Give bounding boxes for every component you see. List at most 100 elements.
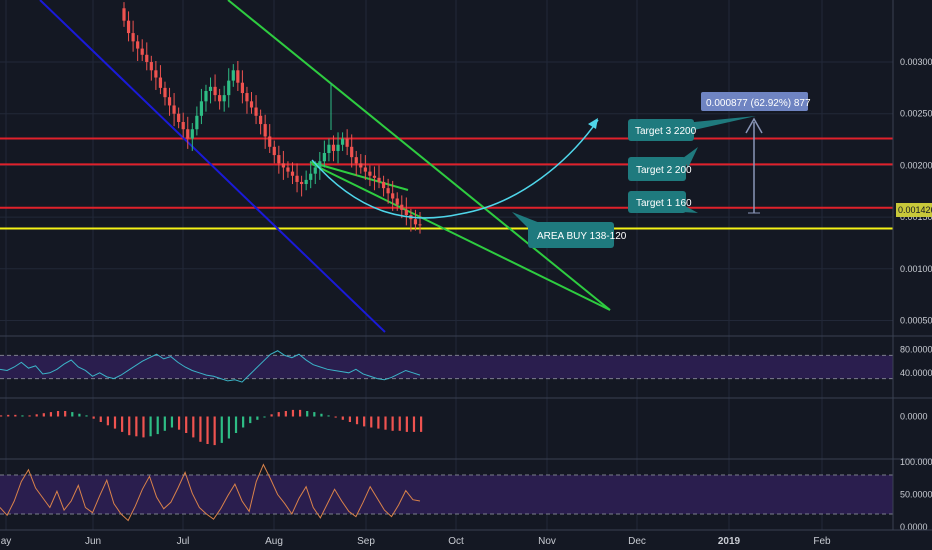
candle-body	[413, 219, 418, 225]
candle-body	[404, 209, 408, 216]
candle-body	[163, 87, 167, 98]
time-tick-label: Aug	[265, 536, 283, 547]
green-lower-trendline	[311, 163, 611, 311]
macd-bar	[363, 416, 366, 427]
macd-histogram	[0, 409, 423, 446]
candle-body	[322, 153, 326, 162]
macd-bar	[298, 409, 302, 417]
macd-bar	[49, 412, 53, 417]
candle-body	[295, 175, 299, 182]
candle-body	[372, 175, 377, 178]
candle-body	[140, 48, 144, 55]
macd-axis: 0.0000	[900, 412, 928, 422]
candle-body	[359, 163, 363, 168]
target-1-box	[628, 191, 686, 213]
candle-body	[126, 20, 131, 34]
macd-bar	[106, 416, 109, 426]
oscillator-axis: 100.0000 50.0000 0.0000	[900, 457, 932, 532]
target-2-label: Target 2 200	[636, 165, 692, 176]
macd-bar	[71, 412, 74, 417]
rsi-axis: 80.0000 40.0000	[900, 345, 932, 378]
candle-body	[281, 163, 285, 168]
target-1-callout[interactable]: Target 1 160	[628, 191, 698, 213]
target-3-label: Target 3 2200	[635, 126, 697, 137]
candle-body	[236, 70, 240, 83]
target-2-box	[628, 157, 686, 181]
candle-body	[177, 113, 181, 122]
candle-body	[254, 107, 258, 116]
rsi-pane[interactable]: 80.0000 40.0000	[0, 335, 932, 383]
candle-body	[377, 177, 381, 182]
horizontal-levels	[0, 137, 893, 230]
green-upper-trendline	[227, 0, 611, 311]
macd-bar	[99, 416, 102, 422]
candle-body	[122, 8, 126, 21]
area-buy-callout[interactable]: AREA BUY 138-120	[512, 212, 627, 248]
measure-label: 0.000877 (62.92%) 877	[706, 98, 811, 109]
time-tick-label: Nov	[538, 536, 556, 547]
candle-body	[286, 167, 290, 172]
price-pane[interactable]: Target 3 2200 Target 2 200 Target 1 160 …	[0, 0, 932, 333]
last-price-box	[896, 203, 932, 217]
target-2-callout[interactable]: Target 2 200	[628, 147, 698, 181]
macd-bar	[377, 416, 380, 429]
macd-bar	[227, 416, 230, 439]
rsi-content	[0, 350, 893, 383]
macd-bar	[284, 411, 287, 417]
macd-bar	[64, 411, 67, 417]
oscillator-pane[interactable]: 100.0000 50.0000 0.0000	[0, 457, 932, 532]
candle-body	[204, 90, 208, 102]
candle-body	[318, 161, 322, 168]
time-tick-label: Feb	[813, 536, 831, 547]
macd-bar	[156, 416, 159, 435]
osc-tick-label: 0.0000	[900, 522, 928, 532]
osc-band	[0, 475, 893, 514]
macd-bar	[192, 416, 195, 438]
candle-body	[181, 121, 185, 130]
candle-body	[304, 179, 308, 185]
projection-arc	[311, 119, 599, 219]
candle-body	[386, 188, 390, 194]
candle-body	[172, 105, 176, 114]
macd-bar	[128, 416, 131, 436]
candle-body	[231, 70, 235, 81]
macd-bar	[405, 416, 408, 432]
candle-body	[268, 136, 272, 147]
candle-body	[354, 157, 358, 164]
measure-callout[interactable]: 0.000877 (62.92%) 877	[701, 92, 811, 111]
candle-body	[336, 144, 340, 151]
macd-bar	[313, 412, 316, 417]
rsi-band	[0, 355, 893, 379]
macd-bar	[92, 416, 95, 419]
macd-bar	[177, 416, 181, 430]
time-tick-label: Jul	[177, 536, 190, 547]
target-3-callout[interactable]: Target 3 2200	[628, 116, 756, 141]
macd-pane[interactable]: 0.0000	[0, 397, 932, 446]
macd-bar	[355, 416, 359, 425]
macd-bar	[28, 415, 31, 417]
trendlines	[39, 0, 611, 333]
candle-body	[167, 97, 172, 106]
candle-body	[340, 138, 345, 145]
oscillator-content	[0, 463, 893, 522]
candle-body	[350, 146, 354, 158]
green-short-trendline	[309, 161, 409, 191]
candle-body	[222, 95, 226, 102]
macd-bar	[7, 414, 10, 417]
time-tick-label: Sep	[357, 536, 375, 547]
time-axis[interactable]: ay Jun Jul Aug Sep Oct Nov Dec 2019 Feb	[0, 529, 932, 547]
candle-body	[309, 173, 313, 180]
macd-bar	[412, 416, 416, 432]
macd-bar	[277, 412, 280, 417]
macd-bar	[199, 416, 202, 442]
macd-bar	[327, 415, 330, 417]
macd-bar	[135, 416, 138, 437]
time-tick-label: Dec	[628, 536, 646, 547]
blue-trendline	[39, 0, 386, 333]
